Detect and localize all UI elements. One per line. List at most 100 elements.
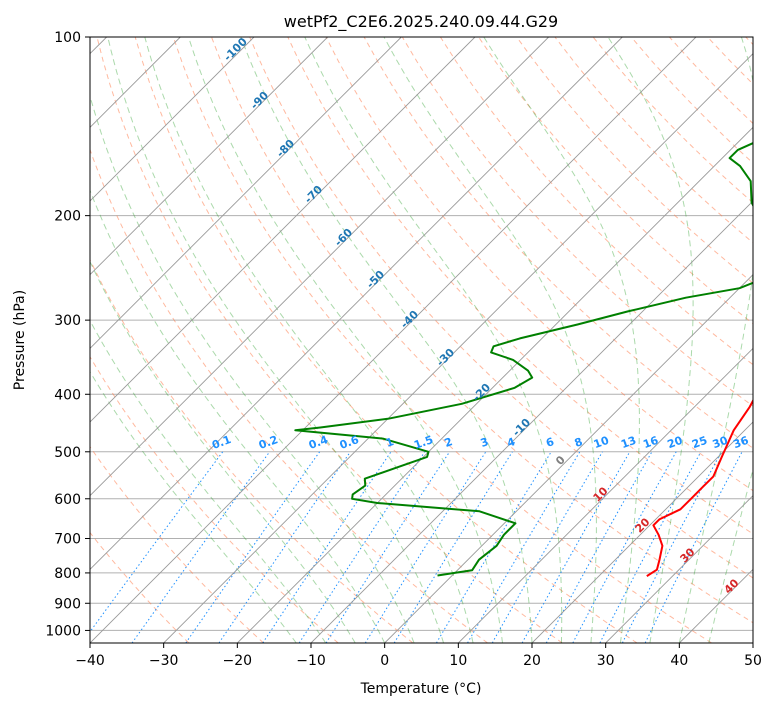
moist-adiabat-line xyxy=(90,319,327,643)
x-tick-label: −30 xyxy=(149,653,179,669)
x-axis-title: Temperature (°C) xyxy=(360,681,482,697)
x-tick-label: 20 xyxy=(523,653,541,669)
profile-series xyxy=(294,142,753,577)
mixing-ratio-label: 36 xyxy=(731,434,750,452)
isotherm-line xyxy=(163,53,753,643)
mixing-ratio-line xyxy=(218,451,351,643)
mixing-ratio-lines xyxy=(90,451,743,643)
dry-adiabat-line xyxy=(134,37,638,643)
mixing-ratio-label: 30 xyxy=(711,434,730,452)
dry-adiabat-line xyxy=(516,37,753,284)
pressure-gridlines xyxy=(90,37,753,631)
x-tick-label: 50 xyxy=(744,653,762,669)
mixing-ratio-label: 10 xyxy=(592,434,611,452)
mixing-ratio-line xyxy=(185,451,321,643)
dry-adiabat-line xyxy=(401,37,753,407)
isotherm-line xyxy=(458,347,753,643)
moist-adiabat-line xyxy=(90,189,386,643)
y-tick-label: 400 xyxy=(54,387,81,403)
x-tick-label: −10 xyxy=(296,653,326,669)
mixing-ratio-line xyxy=(545,451,653,643)
dry-adiabat-line xyxy=(90,531,190,643)
dry-adiabat-line xyxy=(90,445,264,643)
mixing-ratio-label: 1 xyxy=(384,435,396,450)
y-axis-title: Pressure (hPa) xyxy=(12,290,28,390)
isotherm-line xyxy=(90,37,402,349)
y-tick-label: 600 xyxy=(54,492,81,508)
dry-adiabat-line xyxy=(211,37,753,624)
mixing-ratio-line xyxy=(298,451,426,643)
mixing-ratio-label: 25 xyxy=(690,434,709,451)
moist-adiabat-line xyxy=(607,37,694,643)
isotherm-line xyxy=(90,37,255,202)
mixing-ratio-label: 13 xyxy=(619,434,638,451)
moist-adiabat-line xyxy=(188,37,503,643)
isotherm-line xyxy=(531,421,753,643)
mixing-ratio-label: 0.2 xyxy=(257,433,280,452)
y-tick-label: 800 xyxy=(54,566,81,582)
moist-adiabat-line xyxy=(240,37,533,643)
y-tick-label: 200 xyxy=(54,209,81,225)
moist-adiabat-line xyxy=(144,37,474,643)
mixing-ratio-line xyxy=(599,451,702,643)
x-tick-label: −20 xyxy=(223,653,253,669)
dry-adiabat-line xyxy=(96,37,563,643)
mixing-ratio-label: 6 xyxy=(544,435,556,450)
mixing-ratio-label: 0.4 xyxy=(307,433,330,452)
mixing-ratio-label: 8 xyxy=(573,435,585,450)
mixing-ratio-label: 2 xyxy=(443,435,455,450)
mixing-ratio-line xyxy=(262,451,392,643)
y-tick-label: 1000 xyxy=(45,623,81,639)
moist-adiabat-line xyxy=(483,37,640,643)
isotherm-line xyxy=(90,37,623,570)
isotherm-line xyxy=(90,37,328,276)
mixing-ratio-line xyxy=(521,451,631,643)
y-tick-label: 700 xyxy=(54,532,81,548)
mixing-ratio-line xyxy=(90,451,224,633)
x-tick-label: 10 xyxy=(449,653,467,669)
isotherm-line xyxy=(605,495,753,643)
temperature-profile-line xyxy=(646,398,753,577)
mixing-ratio-label: 4 xyxy=(505,435,517,450)
dry-adiabat-line xyxy=(439,37,753,366)
mixing-ratio-label: 1.5 xyxy=(412,433,435,452)
mixing-ratio-label: 0.6 xyxy=(338,433,361,452)
x-tick-label: −40 xyxy=(75,653,105,669)
mixing-ratio-label: 0.1 xyxy=(210,433,233,452)
y-tick-label: 100 xyxy=(54,30,81,46)
y-tick-label: 900 xyxy=(54,596,81,612)
mixing-ratio-label: 16 xyxy=(641,434,660,452)
mixing-ratio-label: 20 xyxy=(666,434,685,452)
moist-adiabat-line xyxy=(90,370,297,643)
moist-adiabat-line xyxy=(90,260,356,643)
dry-adiabat-line xyxy=(249,37,753,579)
x-tick-label: 40 xyxy=(670,653,688,669)
moist-adiabat-line xyxy=(708,467,753,643)
mixing-ratio-line xyxy=(325,451,451,643)
x-tick-label: 30 xyxy=(597,653,615,669)
isotherm-line xyxy=(90,37,549,497)
y-tick-label: 500 xyxy=(54,445,81,461)
y-axis: 1000 900 800 700 600 500 400 300 200 100 xyxy=(45,30,90,639)
moist-adiabats xyxy=(90,37,753,643)
x-axis: −40 −30 −20 −10 0 10 20 30 40 50 xyxy=(75,643,762,669)
dry-adiabat-line xyxy=(90,355,339,643)
isotherm-line xyxy=(90,37,697,643)
mixing-ratio-line xyxy=(644,451,743,643)
mixing-ratio-line xyxy=(131,451,271,643)
moist-adiabat-line xyxy=(678,37,753,643)
isotherm-line xyxy=(310,200,753,643)
mixing-ratio-line xyxy=(572,451,677,643)
mixing-ratio-label: 3 xyxy=(479,435,491,450)
dewpoint-profile-line xyxy=(294,142,753,577)
isotherm-line xyxy=(237,126,753,643)
isotherm-line xyxy=(384,274,753,643)
mixing-ratio-line xyxy=(364,451,487,643)
y-tick-label: 300 xyxy=(54,313,81,329)
moist-adiabat-line xyxy=(304,37,563,643)
moist-adiabat-line xyxy=(383,37,597,643)
dry-adiabat-line xyxy=(172,37,712,643)
x-tick-label: 0 xyxy=(380,653,389,669)
